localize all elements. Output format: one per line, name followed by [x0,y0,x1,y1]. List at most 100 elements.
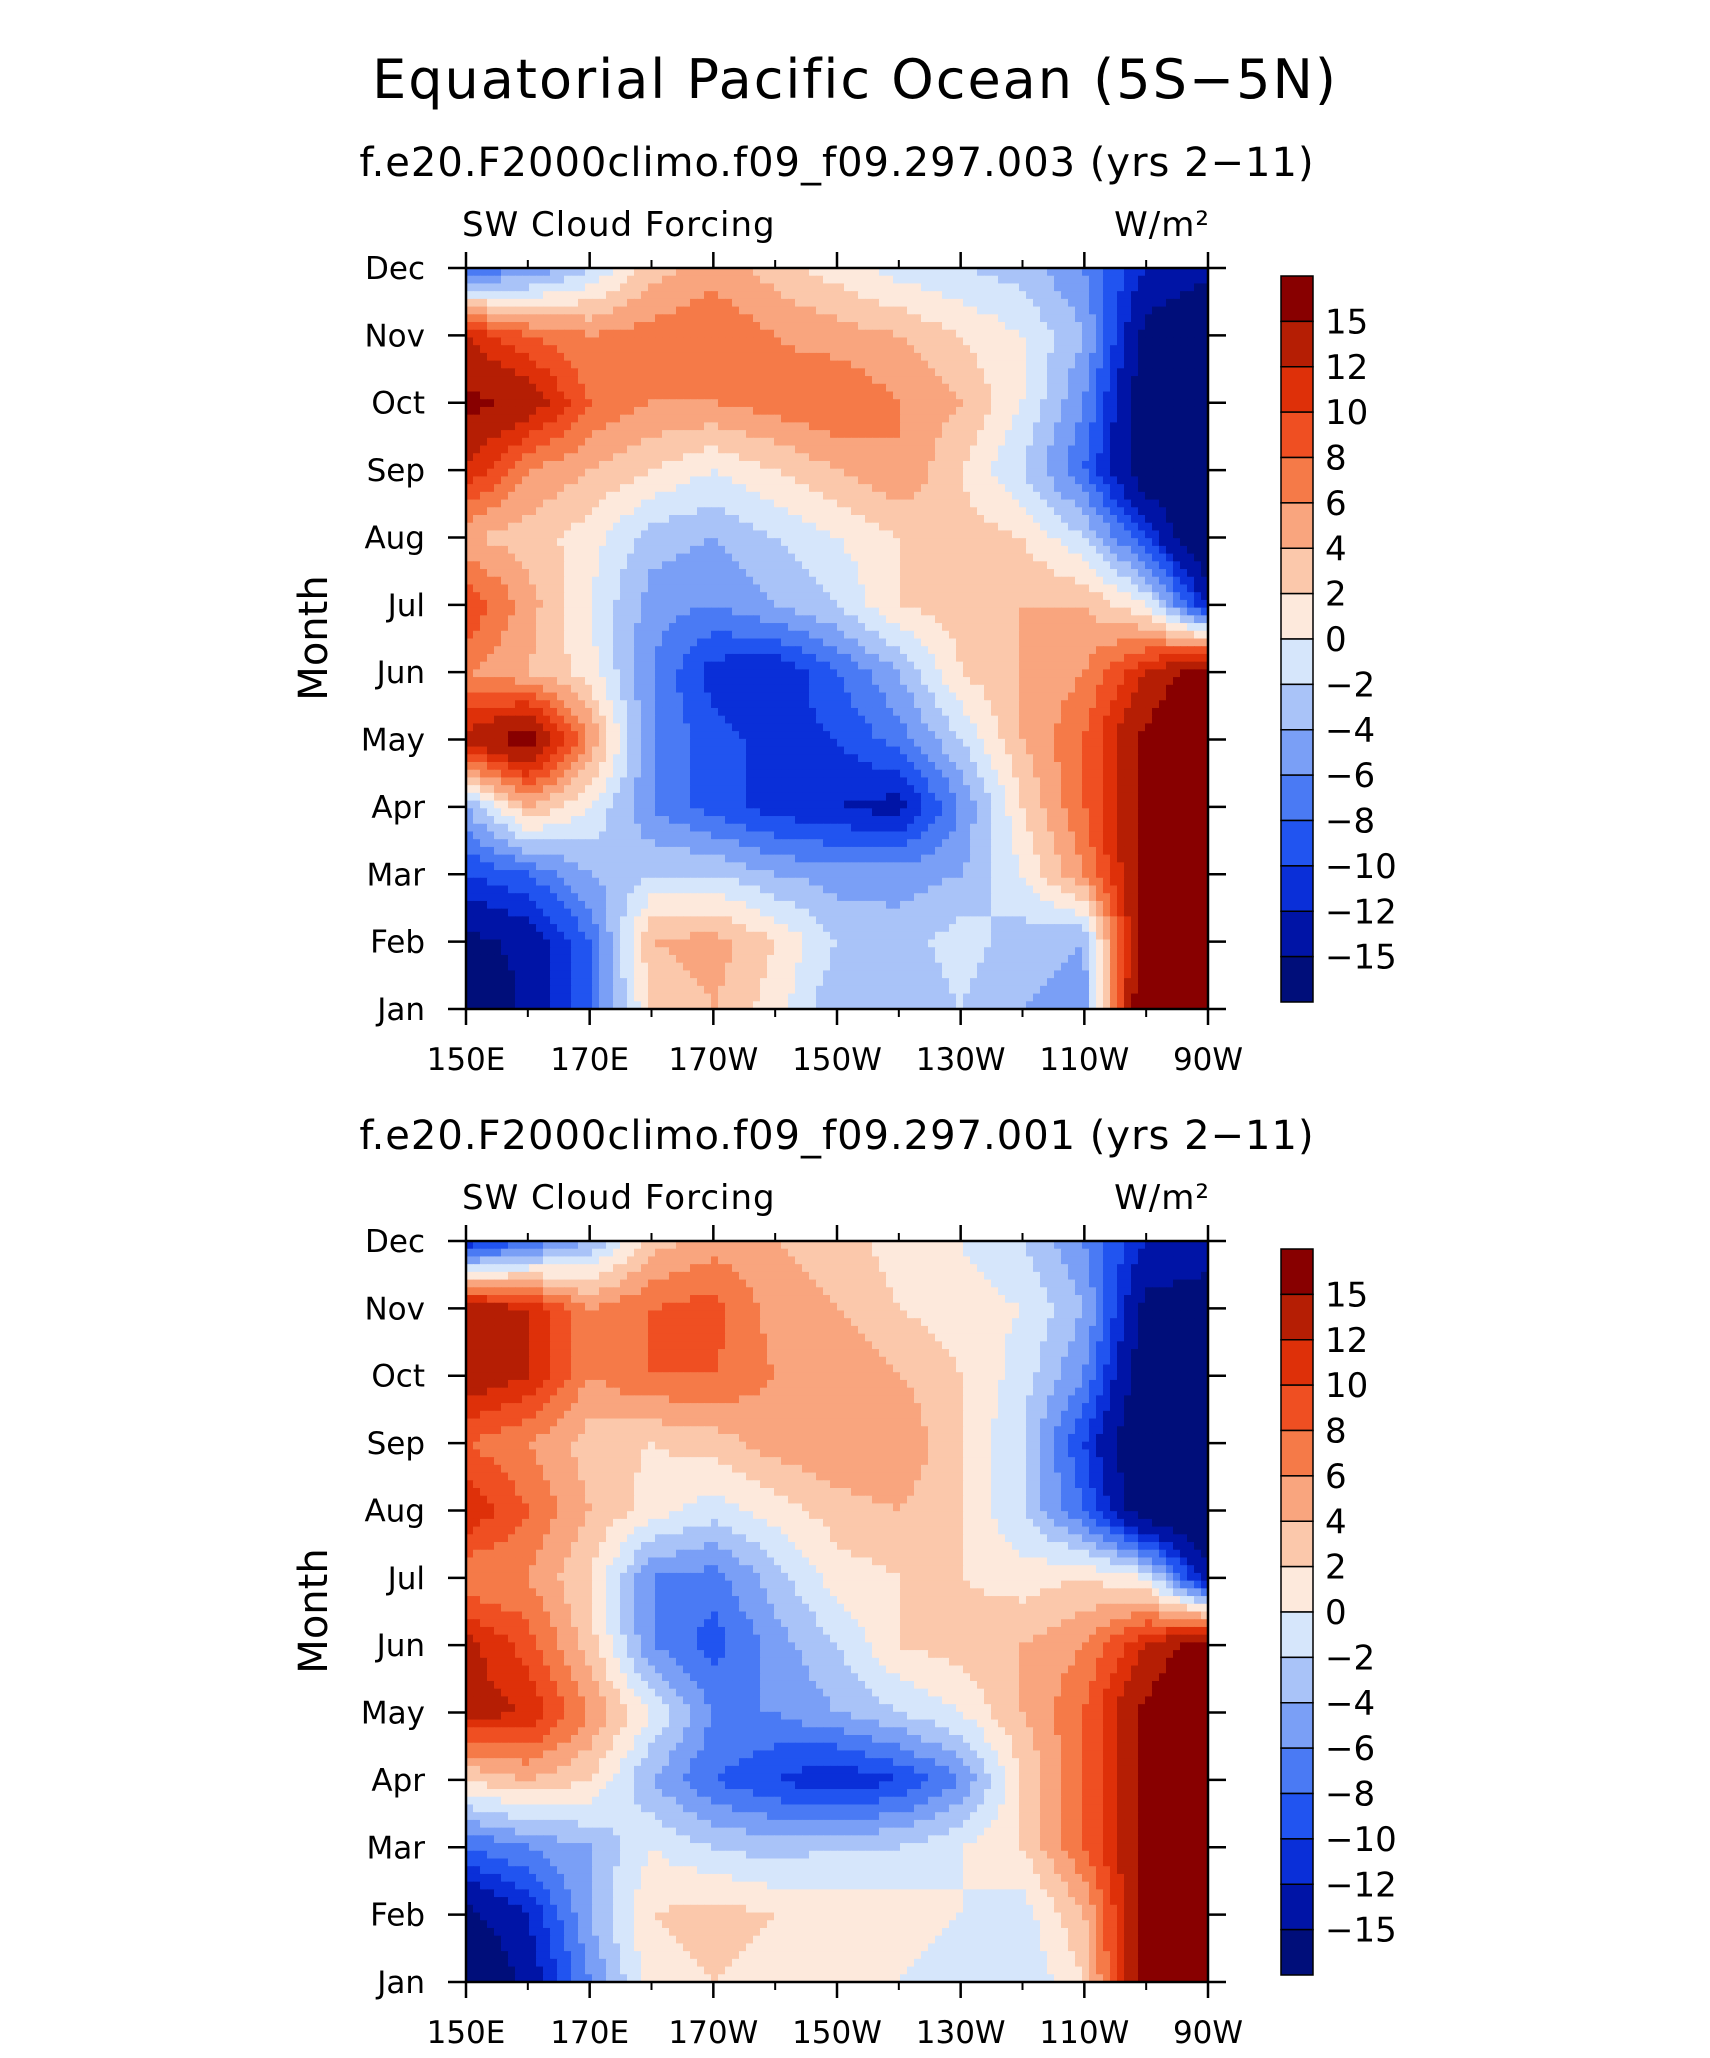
contour-cell [1180,553,1188,562]
contour-cell [1187,268,1195,277]
contour-cell [585,545,593,555]
contour-cell [1110,391,1118,400]
contour-cell [746,515,754,524]
contour-cell [879,275,887,285]
contour-cell [494,430,502,439]
contour-cell [508,453,516,462]
contour-cell [557,584,565,593]
contour-cell [718,376,726,385]
contour-cell [998,576,1006,586]
contour-cell [1124,368,1132,377]
contour-cell [802,561,810,570]
contour-cell [1124,422,1132,431]
contour-cell [466,445,474,454]
contour-cell [1047,453,1055,462]
contour-cell [564,530,572,539]
contour-cell [1012,329,1020,339]
contour-cell [858,515,866,524]
contour-cell [571,453,579,462]
contour-cell [1145,460,1153,470]
contour-cell [1075,615,1083,624]
contour-cell [991,306,999,315]
contour-cell [809,576,817,586]
contour-cell [501,607,509,616]
contour-cell [1005,422,1013,431]
contour-cell [550,584,558,593]
contour-cell [704,306,712,315]
contour-cell [585,522,593,532]
contour-cell [676,360,684,369]
contour-cell [1040,430,1048,439]
contour-cell [1159,607,1167,616]
contour-cell [928,314,936,323]
contour-cell [501,360,509,369]
contour-cell [711,453,719,462]
contour-cell [767,329,775,339]
contour-cell [991,360,999,369]
contour-cell [942,515,950,524]
contour-cell [963,522,971,532]
contour-cell [739,538,747,547]
contour-cell [592,345,600,354]
contour-cell [480,576,488,586]
contour-cell [1054,476,1062,485]
contour-cell [746,530,754,539]
contour-cell [935,476,943,485]
contour-cell [627,592,635,601]
contour-cell [1082,499,1090,508]
contour-cell [550,291,558,300]
contour-cell [648,437,656,447]
contour-cell [830,569,838,578]
contour-cell [1110,314,1118,323]
contour-cell [984,306,992,315]
contour-cell [536,599,544,609]
contour-cell [998,522,1006,532]
contour-cell [830,268,838,277]
contour-cell [977,391,985,400]
contour-cell [956,615,964,624]
contour-cell [816,584,824,593]
contour-cell [529,445,537,454]
contour-cell [494,623,502,632]
contour-cell [893,476,901,485]
contour-cell [571,337,579,346]
contour-cell [487,283,495,292]
contour-cell [669,553,677,562]
contour-cell [963,599,971,609]
contour-cell [599,530,607,539]
contour-cell [473,545,481,555]
contour-cell [1187,383,1195,393]
contour-cell [746,538,754,547]
contour-cell [1194,322,1202,331]
contour-cell [1159,422,1167,431]
contour-cell [1145,569,1153,578]
contour-cell [648,545,656,555]
contour-cell [529,268,537,277]
contour-cell [1187,607,1195,616]
contour-cell [1131,306,1139,315]
contour-cell [697,538,705,547]
contour-cell [718,499,726,508]
contour-cell [529,460,537,470]
contour-cell [648,275,656,285]
contour-cell [858,345,866,354]
contour-cell [648,468,656,478]
contour-cell [1124,430,1132,439]
contour-cell [550,329,558,339]
contour-cell [690,376,698,385]
contour-cell [718,422,726,431]
contour-cell [564,607,572,616]
contour-cell [655,399,663,408]
contour-cell [949,468,957,478]
contour-cell [1180,445,1188,454]
contour-cell [718,468,726,478]
contour-cell [809,322,817,331]
contour-cell [1005,491,1013,501]
contour-cell [837,329,845,339]
contour-cell [1061,391,1069,400]
contour-cell [1089,553,1097,562]
contour-cell [1117,538,1125,547]
contour-cell [830,507,838,516]
contour-cell [1173,491,1181,501]
contour-cell [473,484,481,493]
